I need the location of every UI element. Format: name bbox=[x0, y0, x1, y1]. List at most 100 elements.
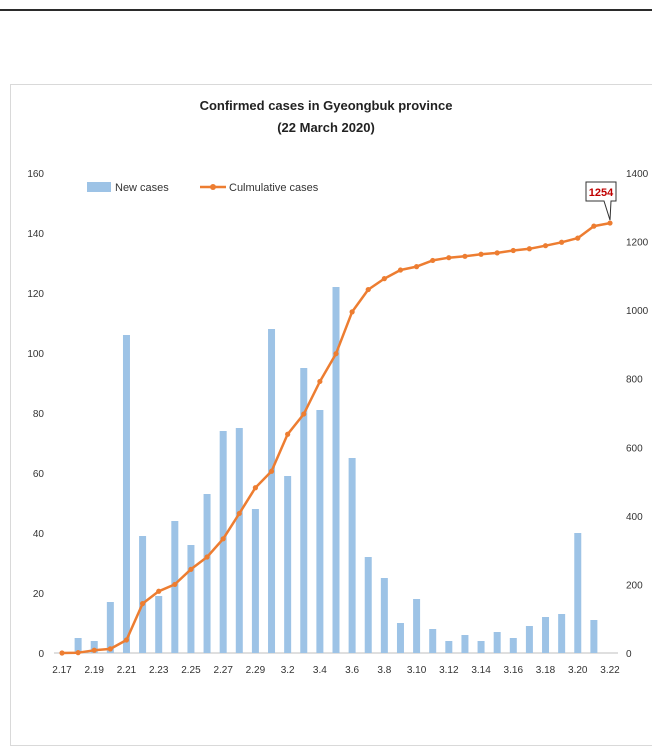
y-left-tick-label: 160 bbox=[27, 169, 44, 180]
x-tick-label: 3.20 bbox=[568, 665, 588, 676]
x-tick-label: 2.29 bbox=[246, 665, 266, 676]
x-tick-label: 3.10 bbox=[407, 665, 427, 676]
point-cumulative-cases bbox=[59, 650, 65, 656]
y-left-tick-label: 40 bbox=[33, 529, 45, 540]
point-cumulative-cases bbox=[220, 536, 226, 542]
point-cumulative-cases bbox=[607, 220, 613, 226]
x-tick-label: 2.17 bbox=[52, 665, 72, 676]
bar-new-cases bbox=[477, 641, 485, 653]
point-cumulative-cases bbox=[542, 243, 549, 249]
point-cumulative-cases bbox=[446, 255, 452, 261]
point-cumulative-cases bbox=[510, 247, 516, 254]
bar-new-cases bbox=[364, 557, 372, 653]
point-cumulative-cases bbox=[333, 351, 339, 357]
point-cumulative-cases bbox=[591, 223, 597, 229]
y-right-tick-label: 0 bbox=[626, 649, 632, 660]
y-right-tick-label: 1200 bbox=[626, 238, 649, 249]
y-left-tick-label: 140 bbox=[27, 229, 44, 240]
bar-new-cases bbox=[300, 368, 308, 653]
bar-new-cases bbox=[461, 635, 469, 653]
combo-chart: 0 20 40 60 80 100 120 140 160 0 200 400 600 800 1000 12… bbox=[27, 169, 649, 676]
x-tick-label: 2.23 bbox=[149, 665, 169, 676]
point-cumulative-cases bbox=[349, 309, 355, 315]
x-tick-label: 3.22 bbox=[600, 665, 620, 676]
y-left-tick-label: 20 bbox=[33, 589, 45, 600]
bar-new-cases bbox=[413, 599, 421, 653]
point-cumulative-cases bbox=[462, 253, 468, 259]
x-tick-label: 3.8 bbox=[377, 665, 391, 676]
y-left-tick-label: 60 bbox=[33, 469, 45, 480]
legend-label-new-cases: New cases bbox=[115, 182, 169, 194]
bar-new-cases bbox=[90, 641, 98, 653]
y-right-tick-label: 400 bbox=[626, 512, 643, 523]
point-cumulative-cases bbox=[172, 581, 178, 588]
point-cumulative-cases bbox=[317, 378, 323, 385]
point-cumulative-cases bbox=[204, 554, 210, 560]
y-left-tick-label: 100 bbox=[27, 349, 44, 360]
top-rule bbox=[0, 9, 652, 11]
chart-title: Confirmed cases in Gyeongbuk province (2… bbox=[0, 95, 652, 139]
x-tick-label: 3.12 bbox=[439, 665, 459, 676]
bar-new-cases bbox=[348, 458, 356, 653]
legend-swatch-new-cases bbox=[87, 182, 111, 192]
bar-new-cases bbox=[284, 476, 292, 653]
point-cumulative-cases bbox=[430, 257, 436, 264]
x-tick-label: 2.19 bbox=[85, 665, 105, 676]
bar-new-cases bbox=[235, 428, 243, 653]
y-right-tick-label: 1400 bbox=[626, 169, 649, 180]
callout-box bbox=[585, 181, 617, 221]
point-cumulative-cases bbox=[75, 650, 81, 656]
x-tick-label: 2.25 bbox=[181, 665, 201, 676]
point-cumulative-cases bbox=[268, 468, 275, 474]
bar-new-cases bbox=[429, 629, 437, 653]
y-right-tick-label: 1000 bbox=[626, 306, 649, 317]
point-cumulative-cases bbox=[381, 276, 387, 282]
point-cumulative-cases bbox=[413, 264, 420, 270]
y-left-tick-label: 0 bbox=[38, 649, 44, 660]
bar-new-cases bbox=[445, 641, 453, 653]
bar-new-cases bbox=[316, 410, 324, 653]
y-right-tick-label: 600 bbox=[626, 443, 643, 454]
x-tick-label: 3.4 bbox=[313, 665, 327, 676]
callout-label: 1254 bbox=[589, 187, 614, 199]
bar-new-cases bbox=[558, 614, 566, 653]
bar-new-cases bbox=[203, 494, 211, 653]
bar-new-cases bbox=[155, 596, 163, 653]
x-tick-label: 3.16 bbox=[504, 665, 524, 676]
point-cumulative-cases bbox=[139, 601, 146, 607]
point-cumulative-cases bbox=[236, 510, 242, 517]
legend-label-cumulative-cases: Culmulative cases bbox=[229, 182, 319, 194]
point-cumulative-cases bbox=[301, 411, 307, 417]
bar-new-cases bbox=[139, 536, 147, 653]
point-cumulative-cases bbox=[156, 588, 162, 594]
bar-new-cases bbox=[493, 632, 501, 653]
point-cumulative-cases bbox=[285, 431, 291, 437]
bar-new-cases bbox=[106, 602, 114, 653]
bar-new-cases bbox=[74, 638, 82, 653]
point-cumulative-cases bbox=[188, 566, 194, 572]
point-cumulative-cases bbox=[123, 637, 130, 643]
y-right-tick-label: 200 bbox=[626, 580, 643, 591]
y-left-tick-label: 80 bbox=[33, 409, 45, 420]
point-cumulative-cases bbox=[526, 246, 533, 252]
x-tick-label: 3.2 bbox=[281, 665, 295, 676]
bar-new-cases bbox=[509, 638, 517, 653]
point-cumulative-cases bbox=[397, 267, 404, 273]
bar-new-cases bbox=[396, 623, 404, 653]
point-cumulative-cases bbox=[107, 646, 113, 652]
point-cumulative-cases bbox=[365, 286, 371, 293]
x-tick-label: 2.27 bbox=[213, 665, 233, 676]
x-tick-label: 3.18 bbox=[536, 665, 556, 676]
point-cumulative-cases bbox=[575, 235, 581, 241]
chart-title-line2: (22 March 2020) bbox=[277, 120, 375, 135]
bar-new-cases bbox=[380, 578, 388, 653]
bar-new-cases bbox=[332, 287, 340, 653]
bar-new-cases bbox=[268, 329, 276, 653]
x-tick-label: 2.21 bbox=[117, 665, 137, 676]
y-right-tick-label: 800 bbox=[626, 375, 643, 386]
legend-swatch-cumulative-point bbox=[210, 184, 216, 190]
point-cumulative-cases bbox=[478, 251, 484, 257]
point-cumulative-cases bbox=[559, 239, 565, 245]
bar-new-cases bbox=[542, 617, 550, 653]
bar-new-cases bbox=[574, 533, 582, 653]
